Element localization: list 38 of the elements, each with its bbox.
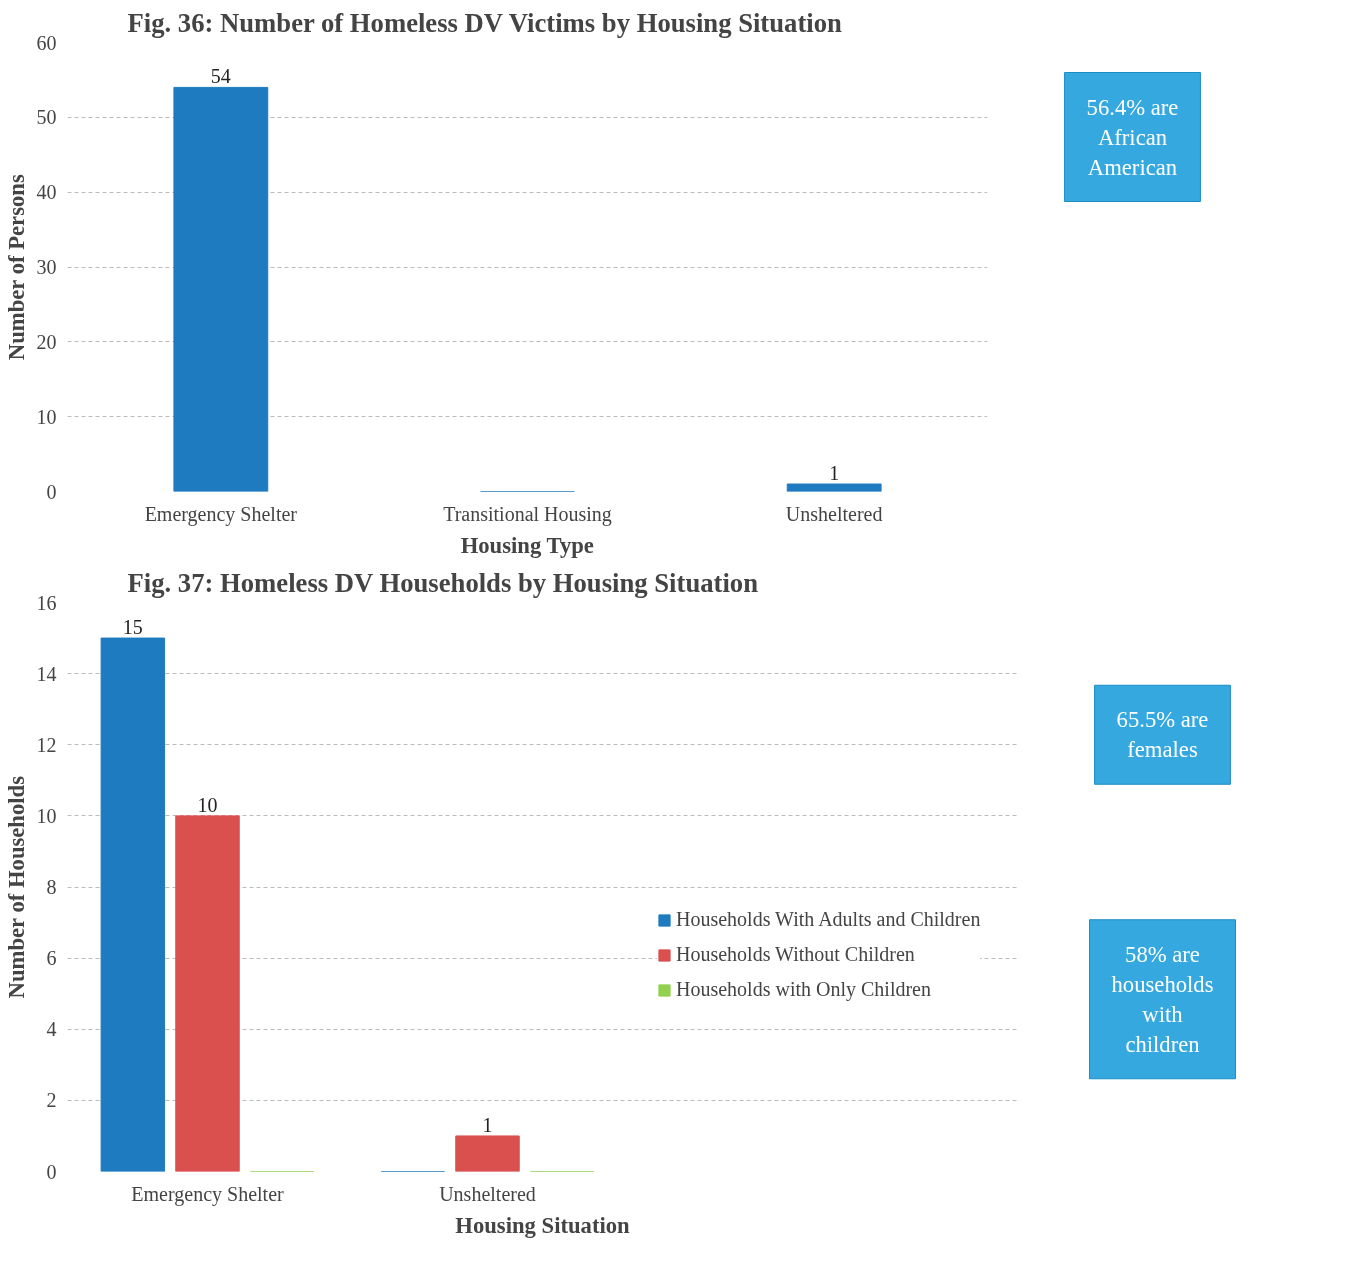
text: 58% are households with children [1111, 941, 1214, 1057]
y-tick-label: 10 [36, 405, 57, 428]
y-tick-label: 6 [46, 947, 57, 970]
data-label: 1 [829, 462, 840, 485]
x-tick-label: Unsheltered [785, 502, 883, 525]
data-label: 1 [482, 1113, 493, 1136]
x-tick-label: Emergency Shelter [131, 1182, 285, 1206]
y-tick-label: 8 [46, 876, 57, 898]
y-tick-label: 60 [36, 31, 57, 54]
y-tick-label: 40 [36, 181, 57, 204]
text: 65.5% are females [1116, 707, 1209, 763]
y-tick-label: 14 [36, 662, 57, 685]
y-tick-label: 30 [36, 256, 57, 278]
chart-title: Fig. 37: Homeless DV Households by Housing Situation [127, 567, 759, 598]
x-tick-label: Unsheltered [439, 1182, 536, 1205]
legend-label: Households with Only Children [676, 978, 931, 1001]
y-tick-label: 2 [46, 1089, 57, 1112]
y-tick-label: 10 [36, 804, 57, 827]
x-axis-title: Housing Situation [455, 1212, 631, 1238]
y-axis-title: Number of Households [3, 775, 29, 999]
x-tick-label: Transitional Housing [443, 502, 612, 526]
x-tick-label: Emergency Shelter [144, 502, 298, 526]
y-tick-label: 20 [36, 330, 57, 353]
text: 56.4% are African American [1086, 94, 1179, 180]
chart-title: Fig. 36: Number of Homeless DV Victims by Housing Situation [127, 7, 843, 38]
y-tick-label: 12 [36, 733, 57, 756]
y-tick-label: 4 [46, 1018, 57, 1041]
legend-label: Households With Adults and Children [676, 908, 981, 931]
x-axis-title: Housing Type [460, 532, 594, 558]
y-axis-title: Number of Persons [3, 174, 29, 361]
data-label: 10 [197, 793, 218, 816]
data-label: 54 [210, 65, 231, 88]
data-label: 15 [122, 616, 143, 639]
y-tick-label: 0 [46, 1160, 57, 1183]
legend-label: Households Without Children [676, 943, 915, 966]
y-tick-label: 50 [36, 106, 57, 129]
y-tick-label: 16 [36, 591, 57, 614]
y-tick-label: 0 [46, 480, 57, 503]
